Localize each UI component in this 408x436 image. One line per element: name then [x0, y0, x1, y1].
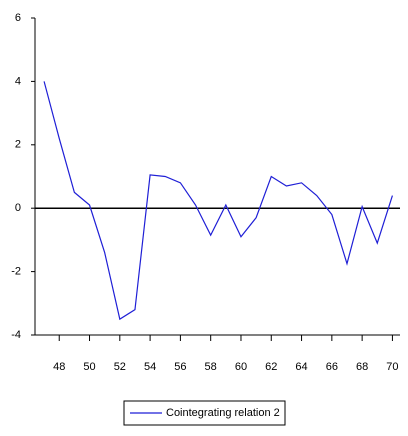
legend-label: Cointegrating relation 2: [166, 407, 280, 419]
x-tick-label: 68: [356, 361, 368, 373]
x-tick-label: 60: [235, 361, 247, 373]
y-tick-label: 0: [15, 202, 21, 214]
x-tick-label: 66: [326, 361, 338, 373]
y-tick-label: 4: [15, 75, 21, 87]
x-tick-label: 48: [53, 361, 65, 373]
x-tick-label: 58: [205, 361, 217, 373]
x-tick-label: 64: [295, 361, 307, 373]
x-tick-label: 70: [386, 361, 398, 373]
y-tick-label: -4: [11, 329, 21, 341]
x-tick-label: 54: [144, 361, 156, 373]
y-tick-label: 6: [15, 12, 21, 24]
series-line: [43, 81, 393, 321]
x-tick-label: 52: [114, 361, 126, 373]
y-tick-label: -2: [11, 266, 21, 278]
x-tick-label: 56: [174, 361, 186, 373]
x-tick-label: 62: [265, 361, 277, 373]
y-tick-label: 2: [15, 139, 21, 151]
x-tick-label: 50: [83, 361, 95, 373]
